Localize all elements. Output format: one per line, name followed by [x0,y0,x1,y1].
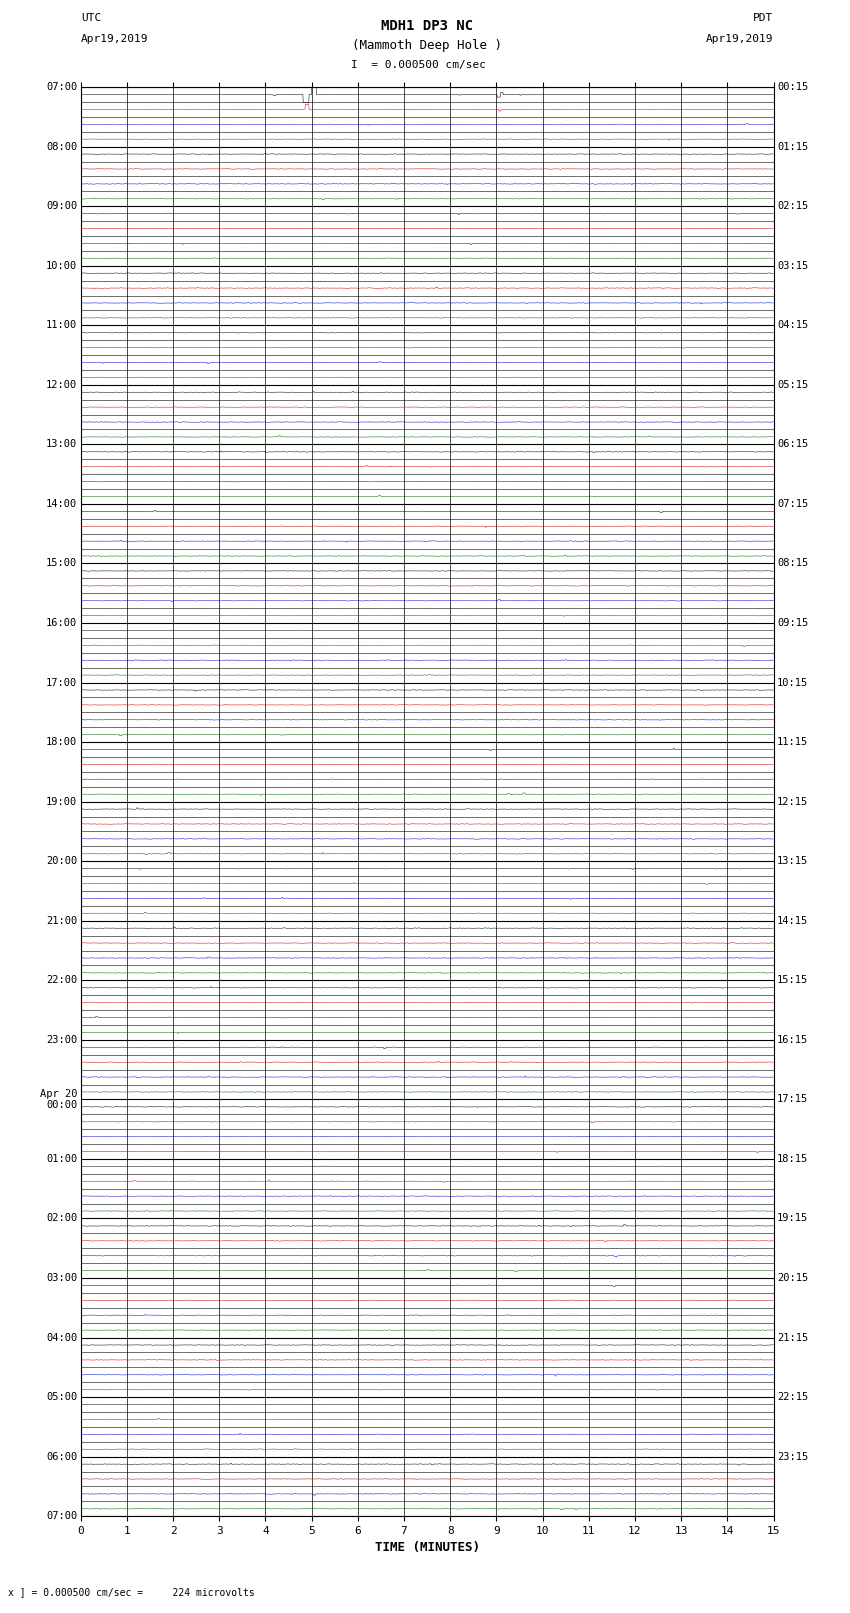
Text: 06:00: 06:00 [46,1452,77,1461]
Text: 00:15: 00:15 [777,82,808,92]
Text: 22:15: 22:15 [777,1392,808,1402]
Text: Apr19,2019: Apr19,2019 [706,34,774,44]
Text: 23:00: 23:00 [46,1036,77,1045]
Text: 14:00: 14:00 [46,498,77,510]
Text: 11:15: 11:15 [777,737,808,747]
Text: 08:15: 08:15 [777,558,808,568]
Text: MDH1 DP3 NC: MDH1 DP3 NC [381,19,473,32]
Text: 13:15: 13:15 [777,857,808,866]
Text: 04:00: 04:00 [46,1332,77,1342]
Text: 12:15: 12:15 [777,797,808,806]
Text: I  = 0.000500 cm/sec: I = 0.000500 cm/sec [351,60,486,69]
Text: 07:00: 07:00 [46,82,77,92]
Text: 05:15: 05:15 [777,379,808,390]
Text: 18:00: 18:00 [46,737,77,747]
Text: 20:00: 20:00 [46,857,77,866]
Text: 03:15: 03:15 [777,261,808,271]
Text: 07:00: 07:00 [46,1511,77,1521]
Text: PDT: PDT [753,13,774,23]
Text: 09:00: 09:00 [46,202,77,211]
Text: 02:00: 02:00 [46,1213,77,1224]
Text: 19:00: 19:00 [46,797,77,806]
Text: 11:00: 11:00 [46,321,77,331]
Text: 01:15: 01:15 [777,142,808,152]
Text: 22:00: 22:00 [46,976,77,986]
X-axis label: TIME (MINUTES): TIME (MINUTES) [375,1542,479,1555]
Text: 08:00: 08:00 [46,142,77,152]
Text: 16:00: 16:00 [46,618,77,627]
Text: Apr19,2019: Apr19,2019 [81,34,148,44]
Text: 01:00: 01:00 [46,1153,77,1165]
Text: 07:15: 07:15 [777,498,808,510]
Text: 21:15: 21:15 [777,1332,808,1342]
Text: 15:00: 15:00 [46,558,77,568]
Text: 17:00: 17:00 [46,677,77,687]
Text: UTC: UTC [81,13,101,23]
Text: 20:15: 20:15 [777,1273,808,1282]
Text: 19:15: 19:15 [777,1213,808,1224]
Text: (Mammoth Deep Hole ): (Mammoth Deep Hole ) [352,39,502,52]
Text: Apr 20
00:00: Apr 20 00:00 [40,1089,77,1110]
Text: 10:00: 10:00 [46,261,77,271]
Text: 14:15: 14:15 [777,916,808,926]
Text: 21:00: 21:00 [46,916,77,926]
Text: 13:00: 13:00 [46,439,77,450]
Text: 10:15: 10:15 [777,677,808,687]
Text: 06:15: 06:15 [777,439,808,450]
Text: x ] = 0.000500 cm/sec =     224 microvolts: x ] = 0.000500 cm/sec = 224 microvolts [8,1587,255,1597]
Text: 17:15: 17:15 [777,1094,808,1105]
Text: 12:00: 12:00 [46,379,77,390]
Text: 15:15: 15:15 [777,976,808,986]
Text: 18:15: 18:15 [777,1153,808,1165]
Text: 16:15: 16:15 [777,1036,808,1045]
Text: 04:15: 04:15 [777,321,808,331]
Text: 09:15: 09:15 [777,618,808,627]
Text: 23:15: 23:15 [777,1452,808,1461]
Text: 05:00: 05:00 [46,1392,77,1402]
Text: 02:15: 02:15 [777,202,808,211]
Text: 03:00: 03:00 [46,1273,77,1282]
